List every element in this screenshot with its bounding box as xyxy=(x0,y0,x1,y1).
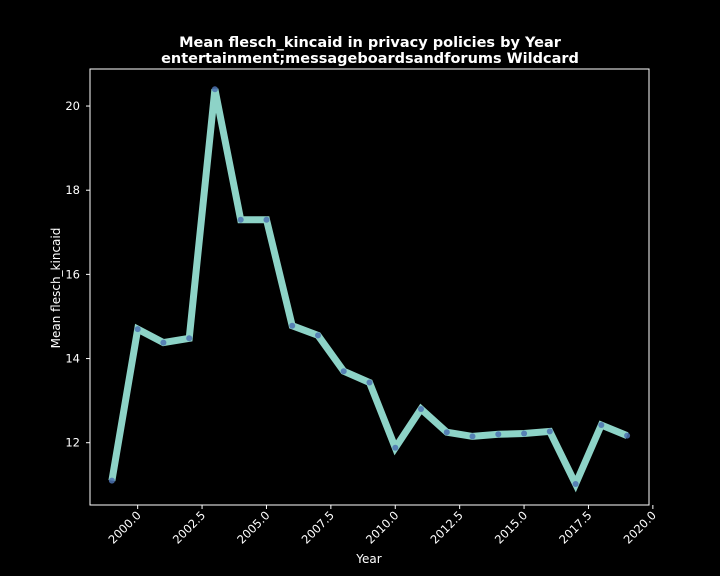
data-point xyxy=(186,335,193,342)
y-tick-label: 18 xyxy=(65,183,80,197)
y-tick-label: 20 xyxy=(65,99,80,113)
x-tick-label: 2002.5 xyxy=(170,508,208,546)
data-point xyxy=(108,477,115,484)
data-point xyxy=(495,431,502,438)
data-point xyxy=(160,339,167,346)
chart-subtitle: entertainment;messageboardsandforums Wil… xyxy=(161,51,579,67)
axes-frame xyxy=(89,68,650,506)
data-point xyxy=(572,481,579,487)
data-point xyxy=(340,368,347,375)
x-tick-label: 2005.0 xyxy=(234,508,272,546)
x-tick-label: 2010.0 xyxy=(363,508,401,546)
chart-title: Mean flesch_kincaid in privacy policies … xyxy=(179,35,562,51)
data-point xyxy=(315,332,321,339)
series-line xyxy=(108,88,629,493)
x-tick-label: 2007.5 xyxy=(299,508,337,546)
data-point xyxy=(237,216,244,223)
data-point xyxy=(392,444,399,451)
data-point xyxy=(521,430,528,437)
x-tick-label: 2020.0 xyxy=(621,508,659,546)
x-tick-label: 2000.0 xyxy=(105,508,143,546)
x-tick-label: 2015.0 xyxy=(492,508,530,546)
x-axis-ticks: 2000.0 2002.5 2005.0 2007.5 2010.0 2012.5 2015… xyxy=(105,505,659,547)
y-tick-label: 12 xyxy=(65,436,80,450)
plot-area xyxy=(108,86,631,493)
x-tick-label: 2012.5 xyxy=(427,508,465,546)
y-axis-ticks: 12 14 16 18 20 xyxy=(65,99,90,450)
data-point xyxy=(469,433,476,440)
data-point xyxy=(289,322,296,329)
data-point xyxy=(366,379,373,386)
data-point xyxy=(211,86,218,93)
y-axis-label: Mean flesch_kincaid xyxy=(49,228,63,349)
y-tick-label: 16 xyxy=(65,267,80,281)
data-point xyxy=(418,406,424,412)
data-point xyxy=(263,216,270,223)
y-tick-label: 14 xyxy=(65,352,80,366)
data-point xyxy=(546,428,553,435)
x-tick-label: 2017.5 xyxy=(556,508,594,546)
data-point xyxy=(624,432,631,439)
data-point xyxy=(134,326,141,333)
x-axis-label: Year xyxy=(355,552,381,566)
data-point xyxy=(598,422,605,428)
data-point xyxy=(443,429,450,436)
